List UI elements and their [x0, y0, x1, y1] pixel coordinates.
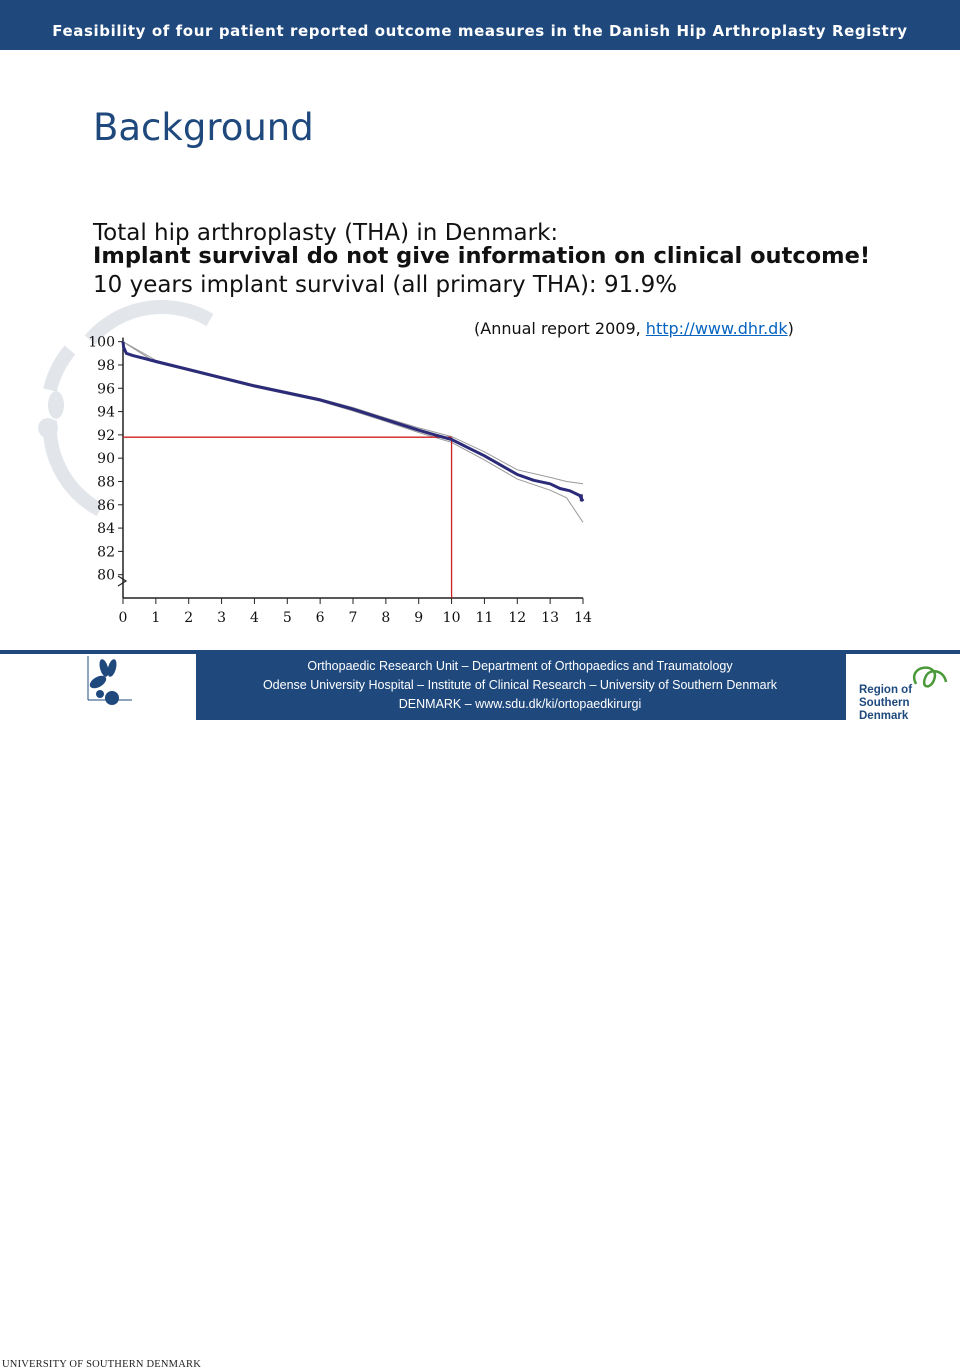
university-seal-watermark — [38, 300, 214, 517]
y-tick-label: 98 — [97, 358, 115, 374]
x-tick-label: 8 — [381, 610, 390, 626]
y-tick-label: 92 — [97, 428, 115, 444]
y-tick-label: 96 — [97, 381, 115, 397]
footer-line-1: Orthopaedic Research Unit – Department o… — [307, 659, 733, 673]
body-line-implant-warning: Implant survival do not give information… — [93, 243, 871, 269]
x-tick-label: 6 — [316, 610, 325, 626]
x-tick-label: 12 — [508, 610, 526, 626]
footer-text: Orthopaedic Research Unit – Department o… — [200, 657, 840, 714]
footer-right-logo-area — [846, 654, 960, 720]
y-tick-label: 90 — [97, 451, 115, 467]
x-tick-label: 2 — [184, 610, 193, 626]
citation-link[interactable]: http://www.dhr.dk — [645, 319, 788, 338]
x-tick-label: 13 — [541, 610, 559, 626]
y-tick-label: 86 — [97, 498, 115, 514]
body-line-survival: 10 years implant survival (all primary T… — [93, 272, 678, 298]
footer-line-2: Odense University Hospital – Institute o… — [262, 678, 778, 692]
ci-lower-line — [122, 341, 584, 523]
y-tick-label: 100 — [88, 335, 115, 351]
y-tick-label: 82 — [97, 544, 115, 560]
x-tick-label: 11 — [476, 610, 494, 626]
x-tick-label: 5 — [283, 610, 292, 626]
y-axis-break-mark — [117, 575, 128, 587]
region-logo-icon — [912, 666, 948, 688]
footer-left-logo-area: University of Southern Denmark — [0, 654, 201, 1370]
x-tick-label: 1 — [151, 610, 160, 626]
y-tick-label: 88 — [97, 474, 115, 490]
header-bar — [0, 0, 960, 50]
x-tick-label: 10 — [443, 610, 461, 626]
region-logo-line1: Region of — [859, 684, 913, 696]
sdu-logo-text: University of Southern Denmark — [2, 1359, 201, 1370]
region-logo-text: Region of Southern Denmark — [859, 684, 960, 723]
x-tick-label: 3 — [217, 610, 226, 626]
x-tick-label: 14 — [574, 610, 592, 626]
y-tick-label: 94 — [97, 405, 115, 421]
slide-header-title: Feasibility of four patient reported out… — [52, 22, 908, 40]
footer-line-3: DENMARK – www.sdu.dk/ki/ortopaedkirurgi — [398, 697, 642, 711]
x-tick-label: 9 — [414, 610, 423, 626]
y-tick-label: 84 — [97, 521, 115, 537]
x-tick-label: 4 — [250, 610, 259, 626]
ci-upper-line — [122, 341, 584, 485]
slide-title: Background — [93, 106, 314, 149]
x-tick-label: 7 — [349, 610, 358, 626]
citation-suffix: ) — [787, 319, 794, 338]
y-tick-label: 80 — [97, 568, 115, 584]
sdu-logo-icon — [87, 656, 132, 705]
body-line-thA: Total hip arthroplasty (THA) in Denmark: — [93, 220, 559, 246]
region-logo-line2: Southern Denmark — [859, 697, 910, 722]
x-tick-label: 0 — [119, 610, 128, 626]
citation-prefix: (Annual report 2009, — [474, 319, 646, 338]
citation: (Annual report 2009, http://www.dhr.dk) — [474, 319, 794, 338]
survival-curve-line — [121, 341, 585, 503]
